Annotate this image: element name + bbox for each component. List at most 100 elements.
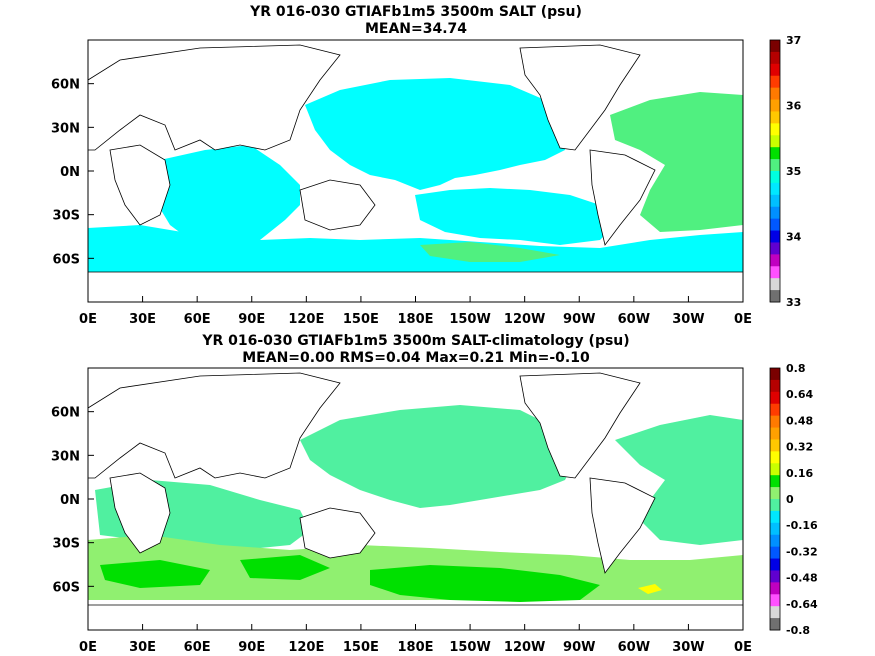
colorbar-swatch — [770, 63, 780, 77]
x-tick-label: 0E — [734, 312, 752, 327]
colorbar-swatch — [770, 278, 780, 291]
colorbar-swatch — [770, 194, 780, 208]
panel-2-title: YR 016-030 GTIAFb1m5 3500m SALT-climatol… — [201, 333, 629, 349]
x-tick-label: 150E — [343, 640, 379, 655]
y-tick-label: 60S — [53, 252, 80, 267]
salinity-field-weddell — [420, 242, 560, 262]
x-tick-label: 30W — [672, 312, 704, 327]
x-tick-label: 150E — [343, 312, 379, 327]
colorbar-swatch — [770, 403, 780, 417]
colorbar-tick-label: 0.48 — [786, 414, 813, 427]
panel-2: YR 016-030 GTIAFb1m5 3500m SALT-climatol… — [51, 333, 818, 655]
x-tick-label: 120W — [504, 640, 545, 655]
colorbar-tick-label: -0.32 — [786, 545, 818, 558]
panel-1: YR 016-030 GTIAFb1m5 3500m SALT (psu) ME… — [51, 4, 802, 327]
colorbar-tick-label: 37 — [786, 34, 801, 47]
colorbar-swatch — [770, 171, 780, 184]
panel-1-subtitle: MEAN=34.74 — [365, 21, 467, 37]
y-tick-label: 60N — [51, 78, 80, 93]
salinity-field-atlantic — [610, 92, 743, 232]
colorbar-swatch — [770, 415, 780, 429]
x-tick-label: 30E — [129, 640, 156, 655]
colorbar-tick-label: 0.8 — [786, 362, 806, 375]
colorbar-tick-label: 34 — [786, 231, 802, 244]
colorbar-swatch — [770, 487, 780, 500]
colorbar-swatch — [770, 379, 780, 393]
x-tick-label: 90E — [238, 640, 265, 655]
colorbar-swatch — [770, 111, 780, 124]
colorbar-swatch — [770, 242, 780, 255]
colorbar-swatch — [770, 475, 780, 488]
salinity-field-southern — [88, 225, 743, 272]
colorbar-frame — [769, 39, 781, 303]
colorbar-swatch — [770, 135, 780, 148]
colorbar-tick-label: 0 — [786, 493, 794, 506]
x-tick-label: 0E — [79, 640, 97, 655]
coastlines — [87, 44, 744, 303]
x-tick-label: 150W — [449, 640, 490, 655]
colorbar-tick-label: -0.48 — [786, 572, 818, 585]
x-tick-label: 60W — [618, 640, 650, 655]
colorbar-swatch — [770, 558, 780, 571]
y-tick-label: 60N — [51, 406, 80, 421]
colorbar-swatch — [770, 439, 780, 452]
anomaly-field-positive — [100, 555, 600, 602]
colorbar-swatch — [770, 182, 780, 196]
colorbar-frame — [769, 367, 781, 631]
colorbar-swatch — [770, 499, 780, 512]
y-tick-label: 0N — [60, 165, 80, 180]
colorbar-swatch — [770, 254, 780, 267]
y-tick-label: 30S — [53, 209, 80, 224]
x-tick-label: 30E — [129, 312, 156, 327]
x-tick-label: 60E — [184, 640, 211, 655]
x-tick-label: 60E — [184, 312, 211, 327]
colorbar-swatch — [770, 451, 780, 464]
colorbar-swatch — [770, 218, 780, 232]
x-tick-label: 90E — [238, 312, 265, 327]
salinity-field-pacific — [305, 78, 570, 190]
colorbar-swatch — [770, 159, 780, 172]
colorbar-tick-label: 36 — [786, 100, 802, 113]
x-tick-label: 30W — [672, 640, 704, 655]
x-tick-label: 0E — [734, 640, 752, 655]
colorbar-swatch — [770, 546, 780, 560]
colorbar-swatch — [770, 147, 780, 160]
x-tick-label: 120E — [288, 640, 324, 655]
colorbar-swatch — [770, 368, 780, 381]
x-tick-label: 90W — [563, 312, 595, 327]
colorbar-swatch — [770, 40, 780, 53]
colorbar-tick-label: 0.16 — [786, 467, 813, 480]
colorbar-tick-label: 33 — [786, 296, 801, 309]
colorbar-tick-label: -0.64 — [786, 598, 818, 611]
colorbar-swatch — [770, 290, 780, 303]
colorbar-swatch — [770, 206, 780, 220]
colorbar-swatch — [770, 230, 780, 243]
colorbar-swatch — [770, 618, 780, 631]
x-tick-label: 180E — [397, 312, 433, 327]
colorbar-swatch — [770, 75, 780, 89]
y-tick-label: 60S — [53, 580, 80, 595]
colorbar-swatch — [770, 123, 780, 136]
y-tick-label: 0N — [60, 493, 80, 508]
colorbar-swatch — [770, 570, 780, 583]
colorbar-swatch — [770, 427, 780, 440]
colorbar-swatch — [770, 594, 780, 607]
colorbar-swatch — [770, 510, 780, 524]
panel-2-subtitle: MEAN=0.00 RMS=0.04 Max=0.21 Min=-0.10 — [242, 350, 590, 366]
colorbar-swatch — [770, 522, 780, 536]
x-tick-label: 120W — [504, 312, 545, 327]
x-tick-label: 60W — [618, 312, 650, 327]
x-tick-label: 120E — [288, 312, 324, 327]
x-tick-label: 150W — [449, 312, 490, 327]
colorbar-tick-label: -0.16 — [786, 519, 818, 532]
coastlines — [87, 372, 744, 631]
x-tick-label: 90W — [563, 640, 595, 655]
anomaly-field-pacific — [300, 405, 575, 508]
salinity-field-indian — [155, 145, 300, 245]
colorbar-swatch — [770, 266, 780, 279]
colorbar-swatch — [770, 99, 780, 112]
colorbar-swatch — [770, 87, 780, 101]
anomaly-field-max — [638, 584, 662, 594]
panel-1-title: YR 016-030 GTIAFb1m5 3500m SALT (psu) — [249, 4, 582, 20]
